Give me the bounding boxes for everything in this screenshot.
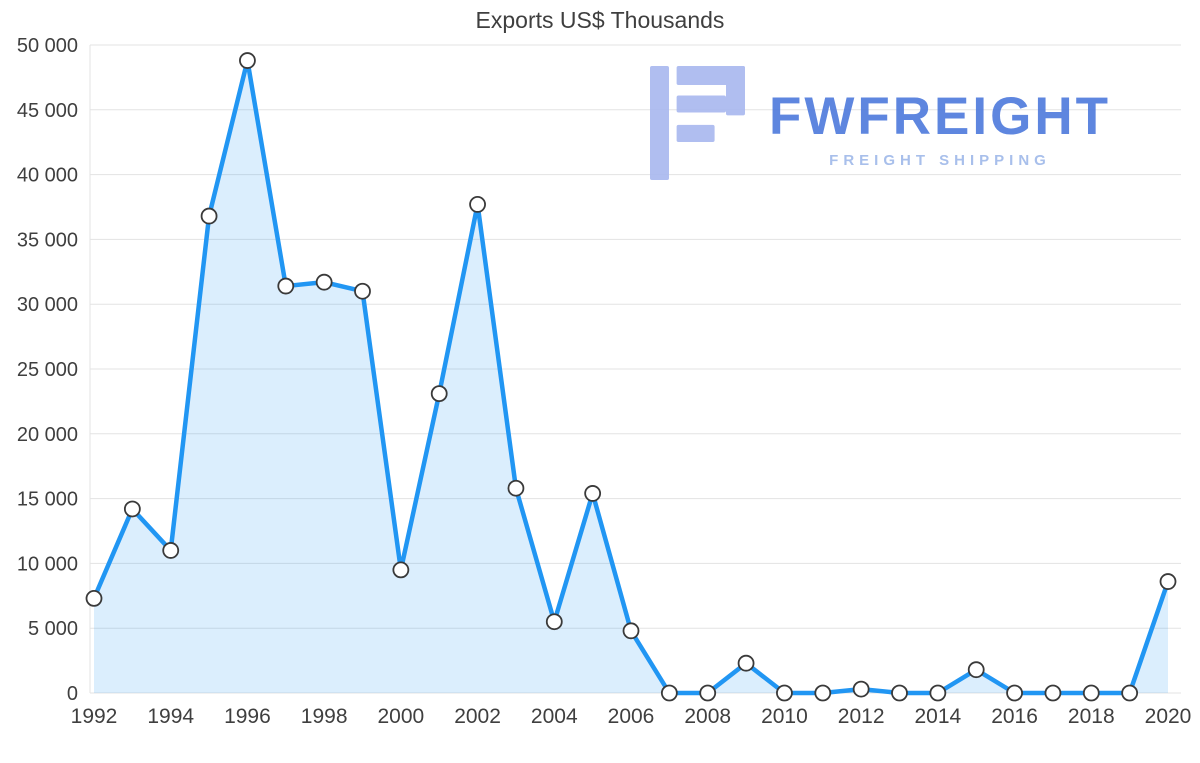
chart-point xyxy=(1159,573,1177,590)
y-axis-label: 40 000 xyxy=(17,165,78,187)
chart-point xyxy=(123,500,141,518)
chart-point xyxy=(622,622,640,640)
chart-point xyxy=(852,680,870,698)
y-axis-label: 25 000 xyxy=(17,359,78,381)
x-axis-label: 2014 xyxy=(914,705,961,728)
x-axis-label: 2016 xyxy=(991,705,1038,728)
chart-point xyxy=(1082,684,1100,702)
chart-point xyxy=(200,207,218,225)
chart-point xyxy=(967,661,985,679)
chart-point xyxy=(584,485,602,502)
chart-point xyxy=(737,654,755,672)
x-axis-label: 2000 xyxy=(377,705,424,728)
chart-point xyxy=(354,282,371,300)
x-axis-label: 2020 xyxy=(1145,705,1192,728)
chart-point xyxy=(1044,684,1062,702)
y-axis-label: 45 000 xyxy=(17,100,78,122)
chart-point xyxy=(392,561,410,579)
x-axis-label: 1996 xyxy=(224,705,271,728)
chart-point xyxy=(891,684,908,702)
y-axis-label: 5 000 xyxy=(28,618,78,640)
chart-point xyxy=(1121,684,1139,702)
x-axis-label: 2006 xyxy=(608,705,655,728)
chart-point xyxy=(277,277,295,295)
y-axis-label: 50 000 xyxy=(17,35,78,57)
x-axis-label: 2002 xyxy=(454,705,501,728)
chart-point xyxy=(507,479,525,497)
chart-point xyxy=(660,684,678,702)
chart-point xyxy=(469,196,486,213)
y-axis-label: 15 000 xyxy=(17,489,78,511)
x-axis-label: 1992 xyxy=(71,705,118,728)
chart-point xyxy=(776,684,793,702)
y-axis-label: 30 000 xyxy=(17,294,78,316)
y-axis-label: 35 000 xyxy=(17,229,78,251)
y-axis-label: 20 000 xyxy=(17,424,78,446)
chart-point xyxy=(430,385,448,403)
x-axis-label: 2018 xyxy=(1068,705,1115,728)
x-axis-label: 2010 xyxy=(761,705,808,728)
x-axis-label: 1994 xyxy=(147,705,194,728)
chart-point xyxy=(85,589,103,607)
chart-point xyxy=(1006,684,1023,702)
chart-point xyxy=(545,613,563,631)
chart-point xyxy=(315,273,333,291)
x-axis-label: 2008 xyxy=(684,705,731,728)
chart-point xyxy=(699,684,717,702)
x-axis-label: 2004 xyxy=(531,705,578,728)
y-axis-label: 0 xyxy=(67,683,78,705)
x-axis-label: 1998 xyxy=(301,705,348,728)
chart-point xyxy=(162,542,180,559)
y-axis-label: 10 000 xyxy=(17,553,78,575)
chart-area xyxy=(94,60,1168,693)
x-axis-label: 2012 xyxy=(838,705,885,728)
chart-point xyxy=(239,52,256,69)
chart-point xyxy=(929,684,947,702)
chart-title: Exports US$ Thousands xyxy=(475,7,725,33)
chart-point xyxy=(814,684,832,702)
